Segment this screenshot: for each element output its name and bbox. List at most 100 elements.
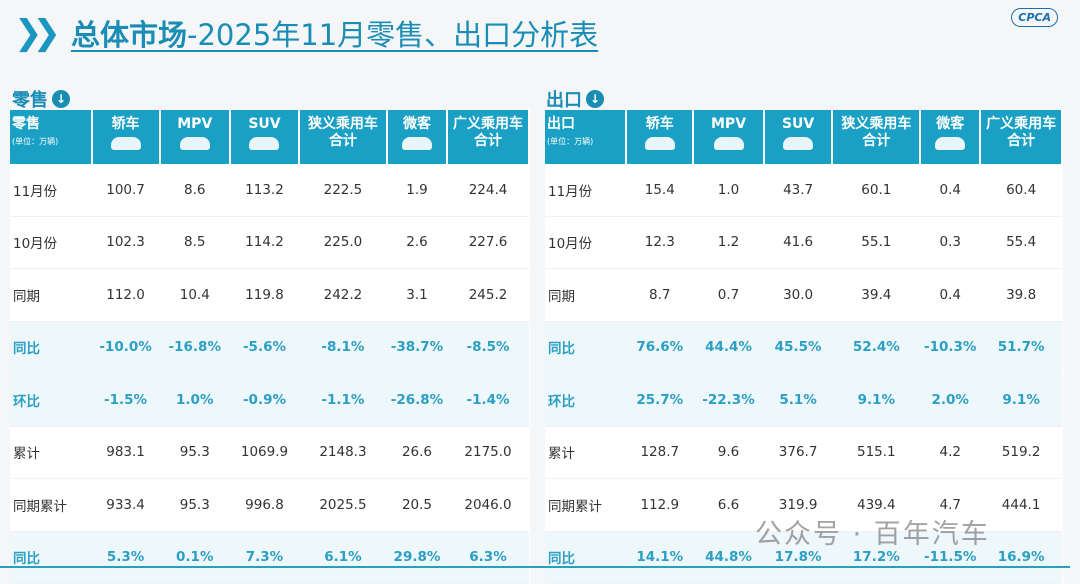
cell-value: 444.1 [980, 478, 1062, 532]
cell-value: 1.9 [386, 164, 448, 217]
cell-value: 1.2 [693, 216, 764, 269]
cell-value: 983.1 [91, 426, 160, 479]
table-row: 11月份 15.4 1.0 43.7 60.1 0.4 60.4 [545, 164, 1062, 217]
cell-value: 26.6 [386, 426, 448, 479]
car-icon [935, 137, 966, 150]
cell-value: 119.8 [230, 268, 299, 322]
cell-value: 4.2 [920, 426, 981, 479]
cell-value: 113.2 [230, 164, 299, 217]
cell-value: 9.1% [832, 373, 921, 427]
column-header: SUV [230, 110, 300, 164]
cell-value: -8.1% [298, 321, 387, 374]
car-icon [783, 137, 814, 150]
row-label: 环比 [10, 373, 92, 427]
cell-value: -10.0% [91, 321, 160, 374]
table-row: 11月份 100.7 8.6 113.2 222.5 1.9 224.4 [10, 164, 529, 217]
retail-section-heading: 零售 ↓ [12, 86, 70, 112]
cell-value: 14.1% [626, 531, 694, 584]
export-table: 出口 (单位：万辆) 轿车 MPV SUV 狭义乘用车 合计 微客 广义乘用车 合计 11月份 1… [545, 110, 1063, 584]
car-icon [713, 137, 744, 150]
cell-value: 20.5 [386, 478, 448, 532]
cell-value: 8.6 [159, 164, 231, 217]
cell-value: 8.7 [626, 268, 694, 322]
corner-header: 出口 (单位：万辆) [545, 110, 628, 164]
column-header: 广义乘用车 合计 [980, 110, 1063, 164]
car-icon [401, 137, 432, 150]
row-label: 同期累计 [10, 478, 92, 532]
table-row: 累计 128.7 9.6 376.7 515.1 4.2 519.2 [545, 426, 1062, 479]
row-label: 同比 [545, 531, 627, 584]
watermark: 公众号 · 百年汽车 [755, 519, 990, 550]
cell-value: 225.0 [298, 216, 387, 269]
retail-table: 零售 (单位：万辆) 轿车 MPV SUV 狭义乘用车 合计 微客 广义乘用车 合计 11月份 1… [10, 110, 530, 584]
cell-value: 0.4 [920, 268, 981, 322]
row-label: 11月份 [545, 164, 627, 217]
title-rest: -2025年11月零售、出口分析表 [187, 18, 599, 52]
row-label: 11月份 [10, 164, 92, 217]
row-label: 同期 [10, 268, 92, 322]
row-label: 累计 [545, 426, 627, 479]
cell-value: 44.8% [693, 531, 764, 584]
table-row: 10月份 102.3 8.5 114.2 225.0 2.6 227.6 [10, 216, 529, 269]
cell-value: 2.6 [386, 216, 448, 269]
cell-value: 8.5 [159, 216, 231, 269]
corner-header: 零售 (单位：万辆) [10, 110, 93, 164]
cell-value: 2046.0 [447, 478, 529, 532]
cell-value: 52.4% [832, 321, 921, 374]
cell-value: 7.3% [230, 531, 299, 584]
export-section-heading: 出口 ↓ [546, 86, 604, 112]
column-header: SUV [763, 110, 834, 164]
cell-value: 44.4% [693, 321, 764, 374]
double-chevron-icon: ❯❯ [14, 13, 61, 53]
cell-value: 224.4 [447, 164, 529, 217]
table-row: 环比 -1.5% 1.0% -0.9% -1.1% -26.8% -1.4% [10, 373, 529, 427]
cell-value: 0.4 [920, 164, 981, 217]
header-row: 零售 (单位：万辆) 轿车 MPV SUV 狭义乘用车 合计 微客 广义乘用车 合计 [10, 110, 530, 164]
cell-value: 4.7 [920, 478, 981, 532]
table-row: 环比 25.7% -22.3% 5.1% 9.1% 2.0% 9.1% [545, 373, 1062, 427]
column-header: 微客 [386, 110, 449, 164]
cell-value: 515.1 [832, 426, 921, 479]
table-row: 累计 983.1 95.3 1069.9 2148.3 26.6 2175.0 [10, 426, 529, 479]
cell-value: 519.2 [980, 426, 1062, 479]
cell-value: 60.4 [980, 164, 1062, 217]
cell-value: 222.5 [298, 164, 387, 217]
cell-value: 41.6 [763, 216, 833, 269]
cell-value: 6.6 [693, 478, 764, 532]
cell-value: 1.0 [693, 164, 764, 217]
cell-value: 12.3 [626, 216, 694, 269]
row-label: 环比 [545, 373, 627, 427]
cell-value: 0.1% [159, 531, 231, 584]
cell-value: 55.1 [832, 216, 921, 269]
cell-value: -0.9% [230, 373, 299, 427]
row-label: 10月份 [10, 216, 92, 269]
cell-value: 16.9% [980, 531, 1062, 584]
car-icon [249, 137, 280, 150]
cell-value: 128.7 [626, 426, 694, 479]
cell-value: -26.8% [386, 373, 448, 427]
column-header: 狭义乘用车 合计 [298, 110, 388, 164]
row-label: 10月份 [545, 216, 627, 269]
column-header: 轿车 [91, 110, 161, 164]
row-label: 同比 [10, 321, 92, 374]
cell-value: 15.4 [626, 164, 694, 217]
car-icon [179, 137, 210, 150]
row-label: 同期 [545, 268, 627, 322]
cell-value: 5.3% [91, 531, 160, 584]
arrow-down-circle-icon: ↓ [52, 90, 70, 108]
cell-value: 242.2 [298, 268, 387, 322]
cell-value: 996.8 [230, 478, 299, 532]
cell-value: 0.7 [693, 268, 764, 322]
column-header: 广义乘用车 合计 [447, 110, 530, 164]
cell-value: 9.6 [693, 426, 764, 479]
cell-value: 102.3 [91, 216, 160, 269]
cell-value: 439.4 [832, 478, 921, 532]
cell-value: -10.3% [920, 321, 981, 374]
column-header: 狭义乘用车 合计 [832, 110, 922, 164]
car-icon [110, 137, 141, 150]
cell-value: 2.0% [920, 373, 981, 427]
cell-value: 30.0 [763, 268, 833, 322]
cell-value: 3.1 [386, 268, 448, 322]
column-header: MPV [693, 110, 765, 164]
cell-value: 933.4 [91, 478, 160, 532]
